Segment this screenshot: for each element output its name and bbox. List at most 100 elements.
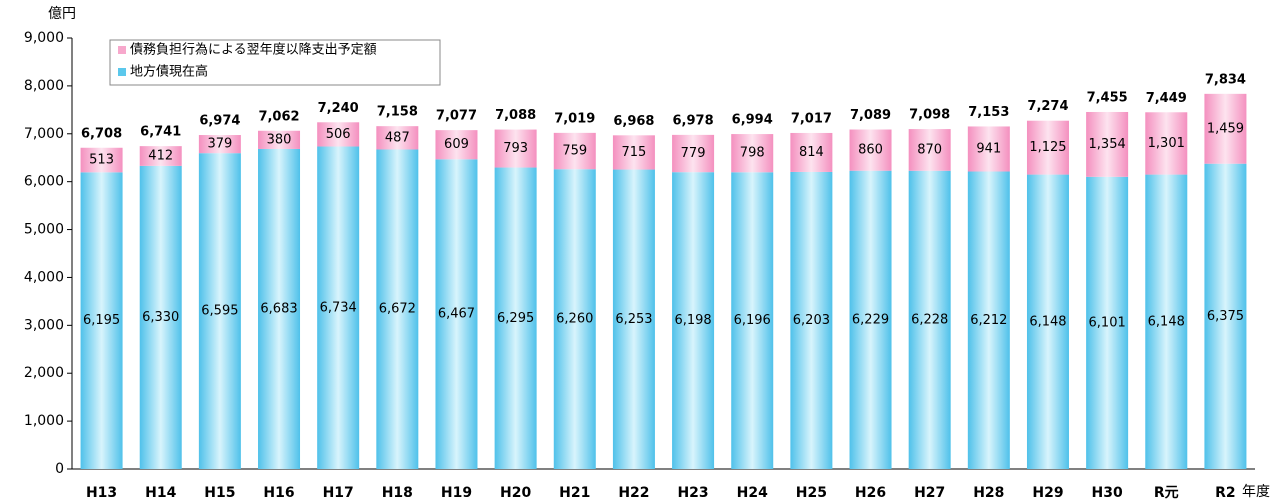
segment-label: 1,125 xyxy=(1029,140,1066,155)
total-label: 7,455 xyxy=(1087,90,1128,105)
bar-segment xyxy=(80,172,123,469)
bar-segment xyxy=(435,159,478,469)
segment-label: 6,148 xyxy=(1029,314,1066,329)
x-tick-label: H13 xyxy=(86,485,117,501)
legend-label: 地方債現在高 xyxy=(130,64,208,80)
segment-label: 1,301 xyxy=(1148,136,1185,151)
legend-box xyxy=(109,39,441,86)
x-tick-label: H19 xyxy=(441,485,472,501)
segment-label: 6,228 xyxy=(911,312,948,327)
segment-label: 412 xyxy=(148,148,173,163)
x-tick-label: R2 xyxy=(1215,485,1236,501)
x-tick-label: H16 xyxy=(263,485,294,501)
bar-segment xyxy=(612,169,655,469)
x-tick-label: H23 xyxy=(677,485,708,501)
segment-label: 814 xyxy=(799,145,824,160)
y-tick-label: 6,000 xyxy=(24,174,64,190)
segment-label: 779 xyxy=(681,146,706,161)
y-tick-label: 9,000 xyxy=(24,30,64,46)
total-label: 7,240 xyxy=(318,101,359,116)
y-tick-label: 0 xyxy=(55,461,64,477)
segment-label: 380 xyxy=(267,132,292,147)
x-unit: 年度 xyxy=(1242,484,1270,500)
bar-segment xyxy=(1026,174,1069,470)
segment-label: 941 xyxy=(976,141,1001,156)
y-tick-label: 1,000 xyxy=(24,413,64,429)
bar-segment xyxy=(435,130,478,160)
segment-label: 6,203 xyxy=(793,313,830,328)
legend-swatch xyxy=(118,46,126,54)
total-label: 7,089 xyxy=(850,108,891,123)
total-label: 7,274 xyxy=(1027,99,1068,114)
bar-segment xyxy=(198,153,241,469)
bar-segment xyxy=(139,146,182,166)
segment-label: 6,260 xyxy=(556,312,593,327)
total-label: 6,708 xyxy=(81,126,122,141)
segment-label: 6,467 xyxy=(438,307,475,322)
bar-segment xyxy=(731,172,774,469)
bar-segment xyxy=(967,126,1010,172)
total-label: 7,062 xyxy=(258,109,299,124)
segment-label: 6,229 xyxy=(852,312,889,327)
bar-segment xyxy=(258,130,301,149)
bar-segment xyxy=(1086,111,1129,177)
bar-segment xyxy=(612,135,655,170)
y-tick-label: 5,000 xyxy=(24,222,64,238)
bar-segment xyxy=(80,147,123,173)
total-label: 6,974 xyxy=(199,114,240,129)
bar-segment xyxy=(849,129,892,171)
segment-label: 379 xyxy=(207,137,232,152)
bar-segment xyxy=(908,129,951,171)
bar-segment xyxy=(317,146,360,469)
segment-label: 506 xyxy=(326,127,351,142)
x-tick-label: H26 xyxy=(855,485,886,501)
bar-segment xyxy=(1145,112,1188,175)
bar-segment xyxy=(1145,174,1188,470)
bar-segment xyxy=(967,171,1010,469)
y-tick-label: 8,000 xyxy=(24,78,64,94)
x-tick-label: R元 xyxy=(1154,485,1179,501)
segment-label: 6,295 xyxy=(497,311,534,326)
bar-segment xyxy=(1204,163,1247,470)
bar-segment xyxy=(376,149,419,469)
y-tick-label: 7,000 xyxy=(24,126,64,142)
segment-label: 1,459 xyxy=(1207,121,1244,136)
segment-label: 6,148 xyxy=(1148,314,1185,329)
x-tick-label: H30 xyxy=(1092,485,1123,501)
total-label: 7,019 xyxy=(554,111,595,126)
y-tick-label: 2,000 xyxy=(24,365,64,381)
total-label: 6,994 xyxy=(732,113,773,128)
x-tick-label: H21 xyxy=(559,485,590,501)
bar-segment xyxy=(494,129,537,168)
total-label: 7,098 xyxy=(909,108,950,123)
segment-label: 715 xyxy=(622,145,647,160)
bar-segment xyxy=(553,132,596,170)
bar-segment xyxy=(849,170,892,469)
segment-label: 6,672 xyxy=(379,302,416,317)
bar-segment xyxy=(908,170,951,470)
bar-segment xyxy=(790,132,833,172)
y-tick-label: 4,000 xyxy=(24,269,64,285)
total-label: 6,741 xyxy=(140,125,181,140)
bar-segment xyxy=(1204,93,1247,164)
total-label: 7,077 xyxy=(436,109,477,124)
bar-segment xyxy=(731,134,774,173)
bar-segment xyxy=(1026,120,1069,175)
y-unit: 億円 xyxy=(48,6,76,22)
x-tick-label: H29 xyxy=(1032,485,1063,501)
total-label: 7,088 xyxy=(495,108,536,123)
y-tick-label: 3,000 xyxy=(24,317,64,333)
bar-segment xyxy=(139,165,182,469)
segment-label: 6,595 xyxy=(201,304,238,319)
x-tick-label: H22 xyxy=(618,485,649,501)
x-tick-label: H14 xyxy=(145,485,176,501)
segment-label: 6,253 xyxy=(615,312,652,327)
bar-segment xyxy=(317,122,360,147)
total-label: 6,978 xyxy=(673,113,714,128)
x-tick-label: H28 xyxy=(973,485,1004,501)
segment-label: 6,734 xyxy=(320,300,357,315)
total-label: 7,449 xyxy=(1146,91,1187,106)
total-label: 6,968 xyxy=(613,114,654,129)
segment-label: 513 xyxy=(89,153,114,168)
segment-label: 6,101 xyxy=(1089,315,1126,330)
